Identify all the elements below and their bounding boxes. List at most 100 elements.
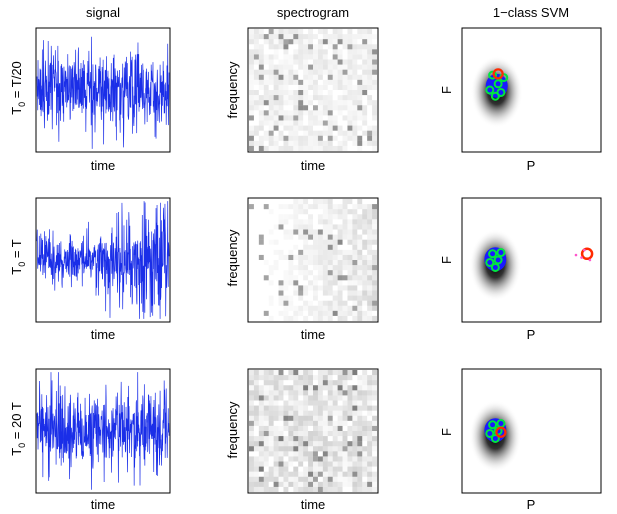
spec-cell-0 — [273, 74, 279, 80]
spec-cell-2 — [343, 395, 348, 400]
spec-cell-0 — [333, 100, 338, 105]
spec-panel-2-xlabel: time — [301, 497, 326, 512]
spec-cell-2 — [263, 476, 269, 482]
spec-cell-2 — [288, 415, 294, 421]
spec-cell-0 — [317, 64, 323, 70]
spec-cell-0 — [332, 34, 338, 40]
spec-cell-1 — [293, 214, 299, 220]
spec-cell-0 — [322, 145, 328, 151]
row-label-0-rest: = T/20 — [9, 61, 24, 102]
spec-cell-1 — [362, 209, 368, 215]
spec-cell-0 — [352, 44, 358, 50]
spec-cell-0 — [338, 100, 343, 105]
spec-cell-2 — [327, 370, 333, 376]
spec-cell-0 — [308, 136, 313, 141]
spec-cell-0 — [273, 69, 279, 75]
spec-cell-2 — [283, 471, 289, 477]
spec-cell-1 — [288, 260, 293, 265]
spec-cell-2 — [249, 415, 254, 421]
row-label-2-sub: 0 — [17, 443, 27, 448]
spec-cell-0 — [278, 64, 284, 70]
spec-cell-1 — [352, 265, 358, 271]
spec-cell-2 — [332, 471, 338, 477]
spec-cell-1 — [347, 209, 353, 215]
spec-cell-1 — [367, 265, 373, 271]
spec-cell-2 — [288, 370, 294, 376]
spec-cell-0 — [249, 90, 254, 96]
signal-panel-0-xlabel: time — [91, 158, 116, 173]
spec-cell-0 — [293, 69, 299, 75]
spec-cell-0 — [249, 140, 254, 146]
spec-cell-2 — [264, 385, 269, 390]
spec-cell-0 — [317, 44, 323, 50]
spec-cell-2 — [347, 476, 353, 482]
spec-cell-2 — [357, 375, 363, 381]
spec-cell-0 — [298, 145, 304, 151]
spec-cell-0 — [283, 64, 289, 70]
spec-cell-1 — [362, 229, 368, 235]
spec-cell-0 — [269, 121, 274, 126]
spec-cell-2 — [303, 456, 309, 462]
spec-cell-1 — [317, 275, 323, 281]
spec-cell-2 — [337, 405, 343, 411]
spec-cell-1 — [313, 250, 318, 255]
spec-cell-0 — [343, 90, 348, 95]
spec-cell-1 — [317, 315, 323, 321]
spec-cell-2 — [337, 375, 343, 381]
spec-cell-0 — [263, 100, 269, 106]
spec-cell-2 — [352, 370, 358, 376]
spec-cell-0 — [249, 100, 254, 106]
spec-cell-0 — [298, 90, 304, 96]
spec-cell-2 — [342, 385, 348, 391]
spec-cell-0 — [293, 79, 299, 85]
spec-cell-2 — [372, 385, 377, 390]
spec-cell-1 — [283, 275, 288, 280]
spec-cell-0 — [367, 44, 373, 50]
spec-cell-0 — [367, 69, 373, 75]
spec-cell-2 — [332, 446, 338, 452]
spec-cell-2 — [313, 471, 318, 477]
spec-cell-0 — [308, 115, 313, 121]
spec-cell-1 — [372, 305, 377, 311]
spec-cell-2 — [258, 375, 264, 381]
spec-cell-2 — [303, 390, 309, 396]
spec-cell-1 — [249, 204, 254, 210]
spec-cell-1 — [357, 249, 363, 255]
spec-cell-2 — [268, 476, 274, 482]
svm-panel-0-content — [470, 55, 523, 128]
spec-cell-0 — [283, 145, 289, 151]
spec-cell-1 — [293, 310, 299, 316]
spec-cell-1 — [322, 310, 328, 316]
spec-cell-0 — [372, 79, 377, 85]
spec-cell-0 — [249, 105, 254, 111]
spec-cell-2 — [342, 471, 348, 477]
spec-cell-2 — [347, 370, 353, 376]
spec-cell-2 — [313, 415, 318, 421]
spec-cell-1 — [332, 295, 338, 301]
spec-cell-0 — [259, 85, 264, 90]
spec-cell-0 — [357, 100, 363, 106]
spec-cell-0 — [273, 34, 279, 40]
spec-cell-2 — [343, 482, 348, 487]
spec-cell-1 — [347, 265, 353, 271]
spec-cell-0 — [249, 69, 254, 75]
spec-cell-1 — [362, 260, 368, 266]
spec-cell-0 — [249, 135, 254, 141]
spec-cell-0 — [372, 115, 377, 121]
spec-cell-1 — [269, 301, 274, 306]
spec-cell-1 — [293, 265, 298, 270]
spec-cell-0 — [352, 105, 357, 110]
spec-cell-1 — [308, 234, 313, 240]
svm-panel-2-xlabel: P — [527, 497, 536, 512]
spec-cell-2 — [362, 451, 367, 456]
spec-cell-1 — [332, 244, 338, 250]
spec-cell-1 — [283, 229, 289, 235]
spec-cell-0 — [293, 100, 299, 106]
spec-cell-0 — [327, 79, 333, 85]
spec-cell-2 — [342, 400, 348, 406]
spec-cell-0 — [337, 69, 343, 75]
spec-cell-0 — [343, 136, 348, 141]
spec-cell-2 — [298, 425, 304, 431]
svm-test-point-0 — [492, 68, 504, 80]
spec-cell-2 — [258, 476, 264, 482]
